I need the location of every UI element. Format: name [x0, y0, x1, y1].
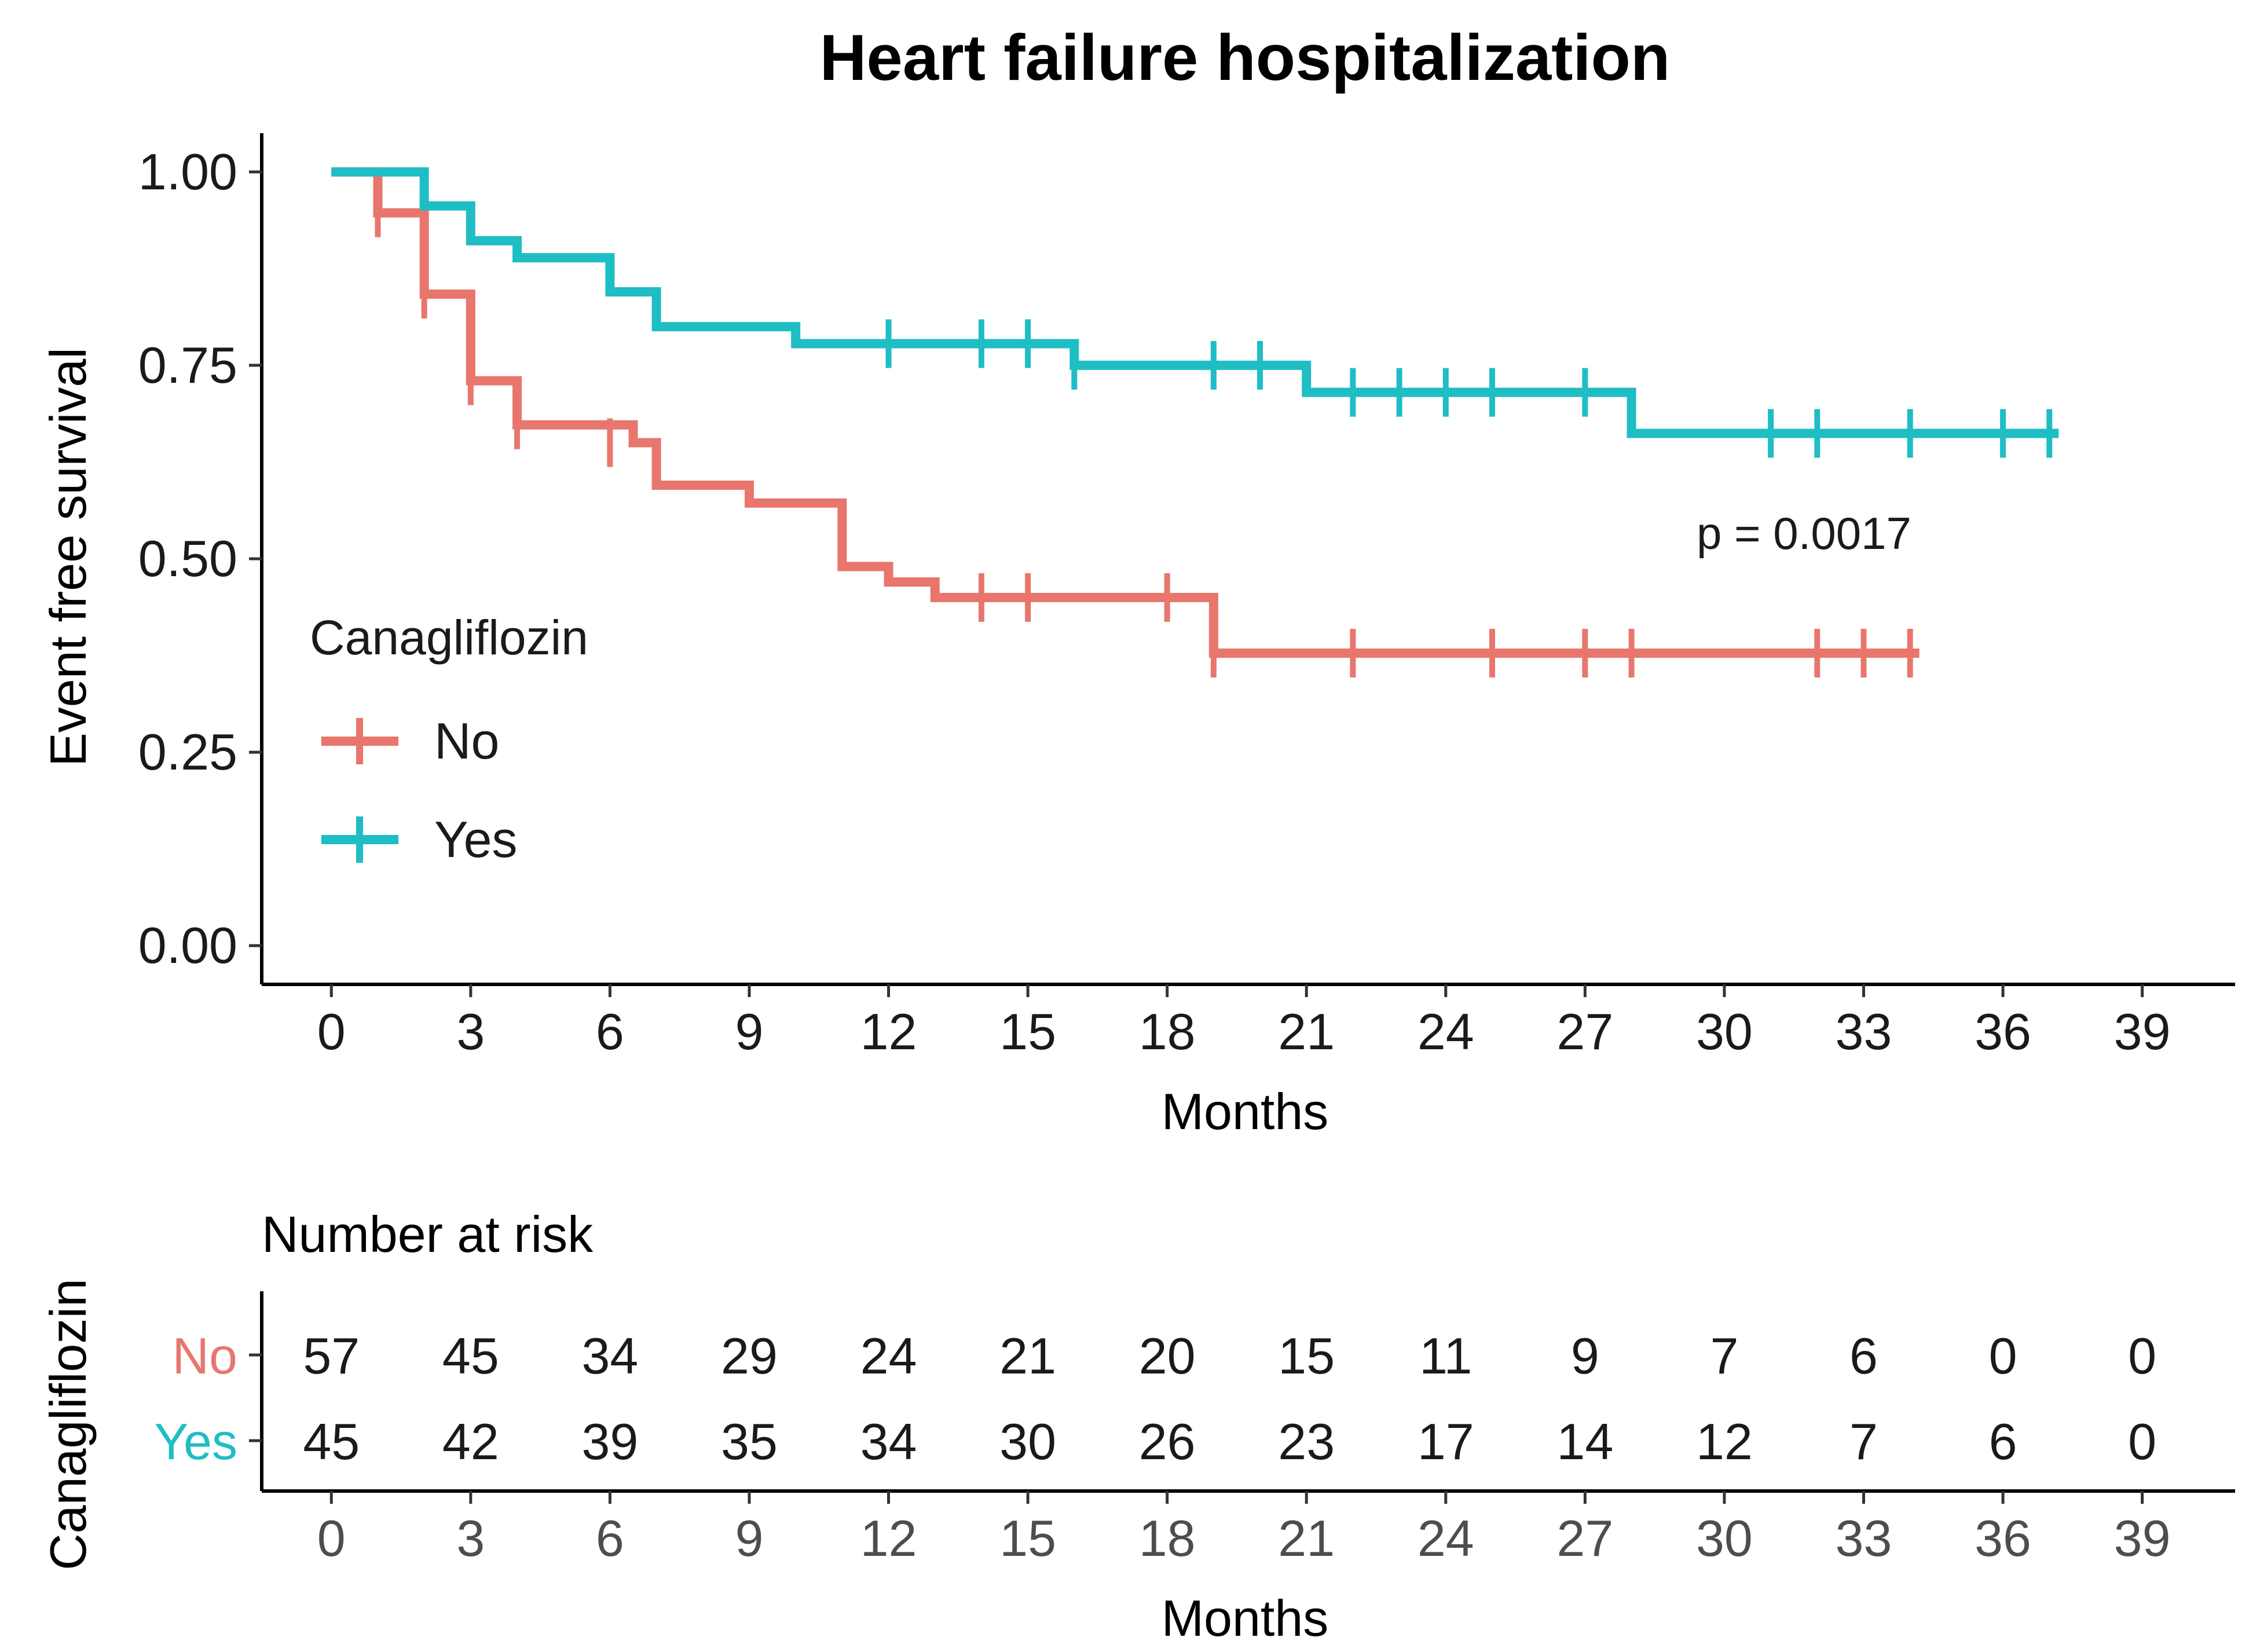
legend-label-no: No: [434, 712, 500, 770]
risk-count-no: 21: [999, 1327, 1056, 1384]
km-x-tick-label: 30: [1696, 1003, 1753, 1060]
risk-x-tick-label: 39: [2114, 1510, 2171, 1567]
chart-title: Heart failure hospitalization: [820, 21, 1671, 94]
risk-x-tick-label: 0: [317, 1510, 346, 1567]
km-x-tick-label: 3: [456, 1003, 485, 1060]
risk-y-axis-title: Canagliflozin: [39, 1279, 97, 1570]
survival-curve-no: [331, 167, 1920, 658]
risk-x-tick-label: 18: [1139, 1510, 1196, 1567]
legend-item-yes: Yes: [321, 811, 518, 868]
risk-count-yes: 35: [721, 1413, 778, 1470]
risk-count-no: 45: [442, 1327, 499, 1384]
legend-item-no: No: [321, 712, 500, 770]
risk-count-no: 11: [1419, 1327, 1472, 1384]
risk-count-yes: 7: [1849, 1413, 1878, 1470]
risk-count-yes: 45: [303, 1413, 360, 1470]
km-x-tick-label: 36: [1975, 1003, 2031, 1060]
risk-count-no: 15: [1278, 1327, 1335, 1384]
risk-table-title: Number at risk: [262, 1206, 594, 1263]
legend-label-yes: Yes: [434, 811, 518, 868]
risk-count-no: 24: [860, 1327, 917, 1384]
risk-row-label-yes: Yes: [154, 1413, 237, 1470]
km-y-tick-label: 0.25: [138, 723, 237, 781]
km-y-tick-label: 0.50: [138, 530, 237, 587]
risk-x-tick-label: 12: [860, 1510, 917, 1567]
risk-count-yes: 0: [2128, 1413, 2156, 1470]
risk-x-tick-label: 15: [999, 1510, 1056, 1567]
risk-count-no: 57: [303, 1327, 360, 1384]
risk-x-tick-label: 30: [1696, 1510, 1753, 1567]
risk-x-tick-label: 24: [1417, 1510, 1474, 1567]
km-y-tick-label: 0.00: [138, 917, 237, 974]
risk-count-yes: 42: [442, 1413, 499, 1470]
risk-x-tick-label: 27: [1556, 1510, 1613, 1567]
risk-count-no: 20: [1139, 1327, 1196, 1384]
risk-count-yes: 34: [860, 1413, 917, 1470]
legend: Canagliflozin No Yes: [310, 610, 588, 868]
km-x-tick-label: 12: [860, 1003, 917, 1060]
km-x-tick-label: 9: [735, 1003, 763, 1060]
km-x-tick-label: 24: [1417, 1003, 1474, 1060]
risk-count-yes: 12: [1696, 1413, 1753, 1470]
risk-x-tick-label: 9: [735, 1510, 763, 1567]
risk-count-no: 6: [1849, 1327, 1878, 1384]
km-y-tick-label: 1.00: [138, 143, 237, 200]
risk-count-yes: 30: [999, 1413, 1056, 1470]
survival-curve-yes: [331, 167, 2059, 438]
risk-x-tick-label: 3: [456, 1510, 485, 1567]
km-x-tick-label: 33: [1836, 1003, 1892, 1060]
legend-title: Canagliflozin: [310, 610, 588, 665]
km-x-tick-label: 0: [317, 1003, 346, 1060]
risk-x-tick-label: 21: [1278, 1510, 1335, 1567]
km-x-tick-label: 21: [1278, 1003, 1335, 1060]
km-x-tick-label: 6: [596, 1003, 624, 1060]
km-x-tick-label: 18: [1139, 1003, 1196, 1060]
km-x-axis-title: Months: [1162, 1083, 1329, 1140]
risk-count-yes: 39: [581, 1413, 638, 1470]
risk-count-no: 0: [1989, 1327, 2017, 1384]
risk-row-label-no: No: [173, 1327, 238, 1384]
km-x-tick-label: 39: [2114, 1003, 2171, 1060]
risk-x-tick-label: 36: [1975, 1510, 2031, 1567]
risk-count-no: 34: [581, 1327, 638, 1384]
risk-x-tick-label: 6: [596, 1510, 624, 1567]
risk-count-no: 29: [721, 1327, 778, 1384]
km-plot: 0.000.250.500.751.000 3 6 9 12 15 18 21 24 27 30 33…: [138, 133, 2235, 1060]
risk-count-yes: 26: [1139, 1413, 1196, 1470]
p-value-annotation: p = 0.0017: [1697, 508, 1911, 559]
risk-x-axis-title: Months: [1162, 1589, 1329, 1647]
risk-count-yes: 14: [1556, 1413, 1613, 1470]
risk-x-tick-label: 33: [1836, 1510, 1892, 1567]
km-x-tick-label: 27: [1556, 1003, 1613, 1060]
km-y-tick-label: 0.75: [138, 336, 237, 394]
risk-count-no: 9: [1571, 1327, 1599, 1384]
risk-count-yes: 23: [1278, 1413, 1335, 1470]
risk-count-yes: 17: [1417, 1413, 1474, 1470]
km-y-axis-title: Event free survival: [39, 347, 97, 767]
km-x-tick-label: 15: [999, 1003, 1056, 1060]
risk-count-yes: 6: [1989, 1413, 2017, 1470]
risk-count-no: 0: [2128, 1327, 2156, 1384]
risk-count-no: 7: [1710, 1327, 1738, 1384]
